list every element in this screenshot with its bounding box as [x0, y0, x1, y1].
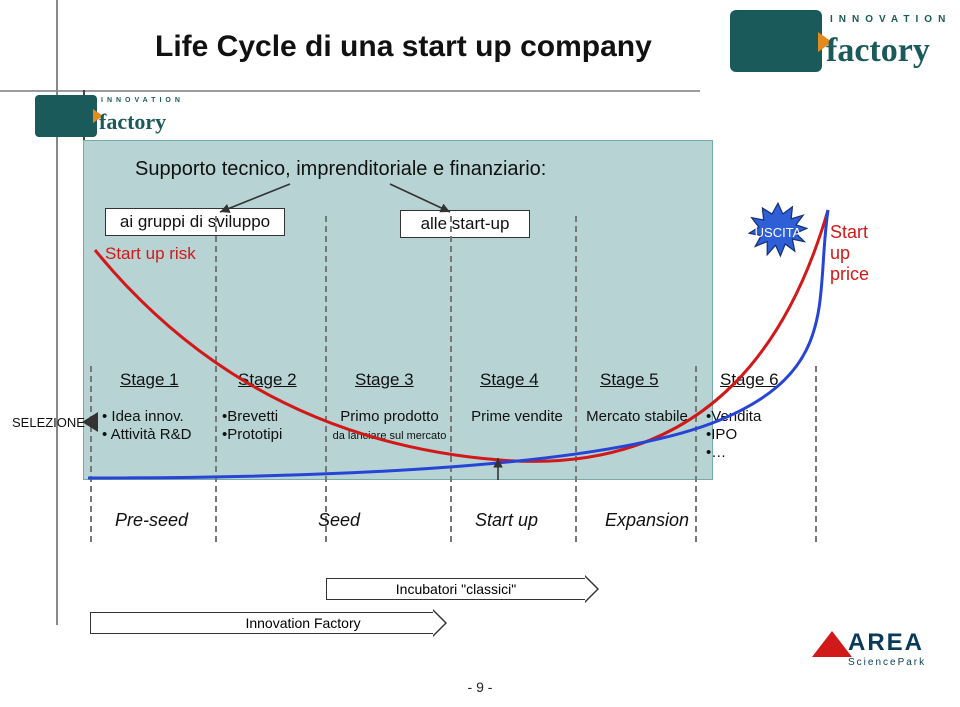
slide-title: Life Cycle di una start up company	[155, 30, 652, 64]
stage-2-items: •Brevetti •Prototipi	[222, 408, 322, 444]
stage-1-label: Stage 1	[120, 370, 179, 390]
stage-4-items: Prime vendite	[462, 408, 572, 426]
stage-4-label: Stage 4	[480, 370, 539, 390]
start-up-price-label: Start up price	[830, 222, 869, 285]
triangle-icon	[812, 631, 852, 657]
logo-area-science-park: AREA SciencePark	[812, 629, 932, 679]
logo-text-innovation: INNOVATION	[101, 97, 184, 104]
col-divider-4	[575, 216, 577, 542]
title-divider	[0, 90, 700, 92]
area-text: AREA	[848, 629, 924, 657]
phase-seed: Seed	[318, 510, 360, 531]
stage-5-items: Mercato stabile	[582, 408, 692, 426]
uscita-starburst: USCITA	[748, 202, 808, 262]
stage-2-label: Stage 2	[238, 370, 297, 390]
area-sub: SciencePark	[848, 657, 926, 668]
col-divider-3	[450, 216, 452, 542]
phase-expansion: Expansion	[605, 510, 689, 531]
col-divider-5	[695, 366, 697, 542]
col-divider-2	[325, 216, 327, 542]
logo-innovation-factory-small: INNOVATION factory	[35, 95, 155, 145]
selezione-label: SELEZIONE	[12, 415, 85, 430]
label-startup-risk: Start up risk	[105, 244, 225, 264]
logo-innovation-factory-large: INNOVATION factory	[730, 10, 930, 90]
phase-preseed: Pre-seed	[115, 510, 188, 531]
col-divider-1	[215, 216, 217, 542]
stage-6-items: •Vendita •IPO •…	[706, 408, 816, 462]
logo-text-factory: factory	[99, 109, 166, 135]
page-number: - 9 -	[468, 679, 493, 695]
subtitle: Supporto tecnico, imprenditoriale e fina…	[135, 158, 546, 181]
bar-incubatori-classici: Incubatori "classici"	[326, 578, 586, 600]
phase-startup: Start up	[475, 510, 538, 531]
box-alle-startup: alle start-up	[400, 210, 530, 238]
logo-text-innovation: INNOVATION	[830, 14, 951, 25]
stage-5-label: Stage 5	[600, 370, 659, 390]
uscita-label: USCITA	[748, 202, 808, 262]
stage-3-label: Stage 3	[355, 370, 414, 390]
bar-innovation-factory: Innovation Factory	[90, 612, 434, 634]
col-divider-0	[90, 366, 92, 542]
slide: Life Cycle di una start up company INNOV…	[0, 0, 960, 707]
box-ai-gruppi: ai gruppi di sviluppo	[105, 208, 285, 236]
logo-text-factory: factory	[826, 32, 930, 70]
stage-1-items: • Idea innov. • Attività R&D	[102, 408, 212, 444]
left-margin-rule	[56, 0, 58, 625]
stage-3-items: Primo prodotto da lanciare sul mercato	[332, 408, 447, 444]
stage-6-label: Stage 6	[720, 370, 779, 390]
